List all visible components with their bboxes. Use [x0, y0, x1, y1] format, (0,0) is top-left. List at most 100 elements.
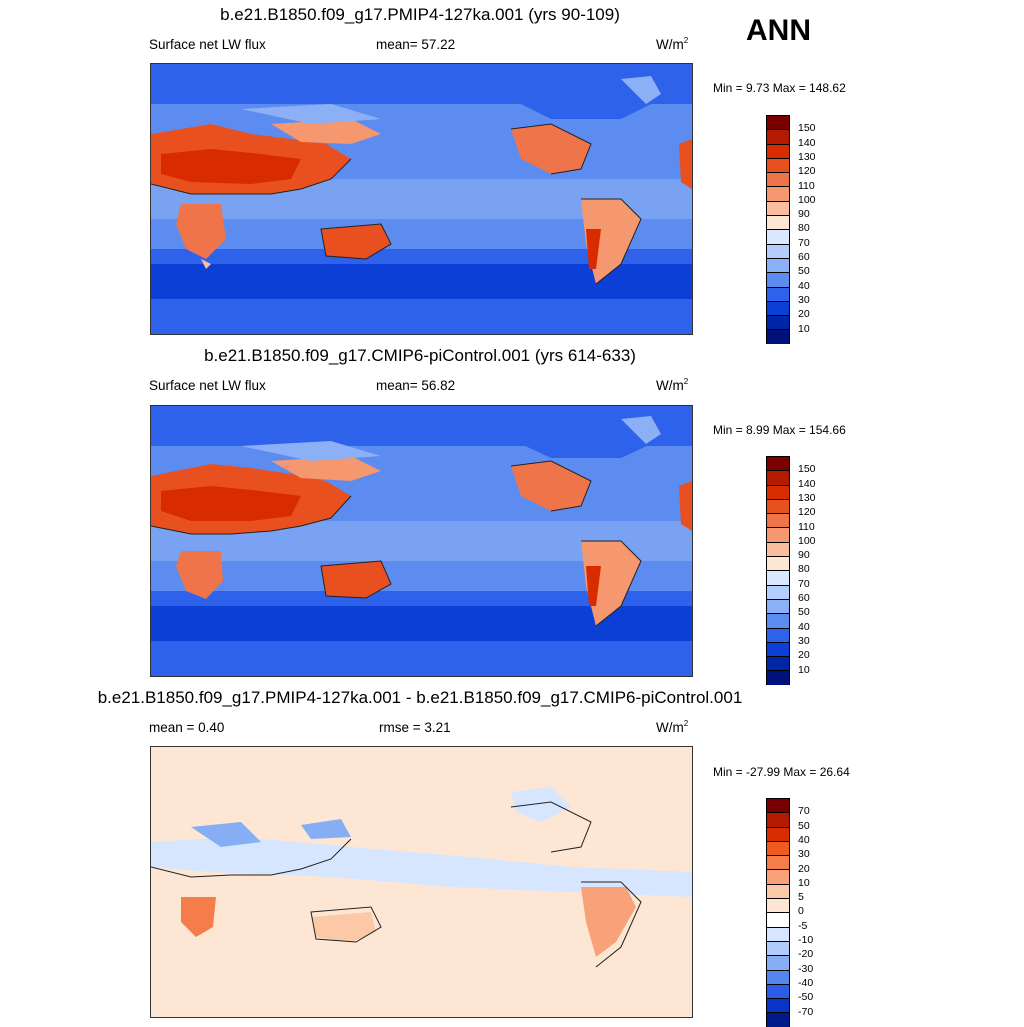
colorbar-tick-label: -40	[798, 976, 814, 989]
season-label: ANN	[746, 14, 811, 47]
colorbar-swatch	[766, 513, 790, 528]
colorbar-tick-label: 20	[798, 649, 810, 662]
panel2-map-svg	[151, 406, 692, 676]
colorbar-swatch	[766, 272, 790, 287]
panel2-title: b.e21.B1850.f09_g17.CMIP6-piControl.001 …	[204, 346, 636, 365]
colorbar-tick-label: 80	[798, 563, 810, 576]
colorbar-tick-label: -5	[798, 919, 808, 932]
colorbar-tick-label: 70	[798, 236, 810, 249]
colorbar-swatch	[766, 898, 790, 913]
panel1-mean-label: mean= 57.22	[376, 37, 456, 52]
colorbar-tick-label: 30	[798, 848, 810, 861]
colorbar-swatch	[766, 329, 790, 344]
colorbar-tick-label: 80	[798, 222, 810, 235]
colorbar-tick-label: 120	[798, 506, 816, 519]
colorbar-tick-label: 90	[798, 208, 810, 221]
colorbar-swatch	[766, 498, 790, 514]
colorbar-tick-label: 40	[798, 620, 810, 633]
colorbar-swatch	[766, 983, 790, 999]
colorbar-tick-label: 110	[798, 179, 815, 192]
colorbar-swatch	[766, 556, 790, 571]
colorbar-tick-label: 40	[798, 279, 810, 292]
colorbar-tick-label: 10	[798, 876, 810, 889]
colorbar-swatch	[766, 286, 790, 301]
colorbar-swatch	[766, 998, 790, 1013]
colorbar-swatch	[766, 570, 790, 585]
panel3-title: b.e21.B1850.f09_g17.PMIP4-127ka.001 - b.…	[97, 688, 743, 707]
colorbar-tick-label: 130	[798, 150, 816, 163]
colorbar-tick-label: 100	[798, 534, 816, 547]
panel2-mean-label: mean= 56.82	[376, 378, 456, 393]
panel1-minmax: Min = 9.73 Max = 148.62	[713, 81, 846, 95]
colorbar-swatch	[766, 456, 790, 471]
colorbar-swatch	[766, 229, 790, 244]
colorbar-tick-label: 150	[798, 122, 816, 135]
colorbar-tick-label: -30	[798, 962, 814, 975]
colorbar-tick-label: 70	[798, 805, 810, 818]
colorbar-tick-label: 60	[798, 592, 810, 604]
colorbar-swatch	[766, 598, 790, 614]
colorbar-swatch	[766, 300, 790, 316]
panel3-rmse-label: rmse = 3.21	[379, 720, 451, 735]
colorbar-swatch	[766, 470, 790, 485]
panel2-minmax: Min = 8.99 Max = 154.66	[713, 423, 846, 437]
colorbar-tick-label: 110	[798, 520, 815, 533]
colorbar-swatch	[766, 912, 790, 927]
colorbar-swatch	[766, 940, 790, 956]
colorbar-tick-label: 0	[798, 905, 804, 918]
colorbar-tick-label: 130	[798, 491, 816, 504]
panel3-minmax: Min = -27.99 Max = 26.64	[713, 765, 850, 779]
colorbar-swatch	[766, 200, 790, 216]
panel2-colorbar: 150 140 130 120 110 100 90 80 70 60 50 40 30 20 10	[766, 456, 816, 685]
colorbar-swatch	[766, 186, 790, 201]
colorbar-tick-label: 5	[798, 891, 804, 904]
colorbar-swatch	[766, 627, 790, 642]
colorbar-tick-label: 30	[798, 634, 810, 647]
colorbar-swatch	[766, 172, 790, 187]
panel3-map-svg	[151, 747, 692, 1017]
panel2-units: W/m2	[656, 377, 689, 394]
colorbar-swatch	[766, 541, 790, 557]
colorbar-swatch	[766, 1012, 790, 1027]
colorbar-tick-label: 140	[798, 136, 816, 149]
colorbar-swatch	[766, 869, 790, 884]
colorbar-swatch	[766, 157, 790, 173]
colorbar-swatch	[766, 243, 790, 258]
colorbar-swatch	[766, 955, 790, 970]
panel3-units: W/m2	[656, 719, 689, 736]
colorbar-tick-label: 10	[798, 663, 810, 676]
colorbar-swatch	[766, 641, 790, 657]
colorbar-tick-label: -50	[798, 991, 814, 1004]
panel1-map	[150, 63, 693, 335]
colorbar-tick-label: 20	[798, 308, 810, 321]
colorbar-tick-label: 10	[798, 322, 810, 335]
colorbar-swatch	[766, 855, 790, 870]
colorbar-swatch	[766, 215, 790, 230]
colorbar-tick-label: 20	[798, 862, 810, 875]
colorbar-swatch	[766, 826, 790, 841]
panel2-variable-label: Surface net LW flux	[149, 378, 266, 393]
colorbar-tick-label: 70	[798, 577, 810, 590]
colorbar-tick-label: -70	[798, 1005, 814, 1018]
colorbar-tick-label: -10	[798, 934, 814, 946]
colorbar-tick-label: 100	[798, 193, 816, 206]
colorbar-tick-label: 140	[798, 477, 816, 490]
colorbar-swatch	[766, 840, 790, 856]
panel3-colorbar: 70 50 40 30 20 10 5 0 -5 -10 -20 -30 -40 -50 -70	[766, 798, 813, 1027]
colorbar-tick-label: 50	[798, 265, 810, 278]
colorbar-swatch	[766, 670, 790, 685]
colorbar-tick-label: -20	[798, 948, 814, 961]
panel1-title: b.e21.B1850.f09_g17.PMIP4-127ka.001 (yrs…	[220, 5, 620, 24]
colorbar-swatch	[766, 613, 790, 628]
colorbar-tick-label: 40	[798, 833, 810, 846]
panel1-variable-label: Surface net LW flux	[149, 37, 266, 52]
colorbar-swatch	[766, 315, 790, 330]
colorbar-swatch	[766, 257, 790, 273]
colorbar-tick-label: 90	[798, 549, 810, 562]
colorbar-tick-label: 30	[798, 293, 810, 306]
panel1-map-svg	[151, 64, 692, 334]
colorbar-swatch	[766, 143, 790, 158]
panel3-mean-label: mean = 0.40	[149, 720, 225, 735]
colorbar-swatch	[766, 883, 790, 899]
colorbar-swatch	[766, 115, 790, 130]
